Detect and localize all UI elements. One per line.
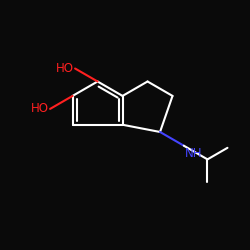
Text: HO: HO	[31, 102, 49, 116]
Text: HO: HO	[56, 62, 74, 75]
Text: NH: NH	[185, 147, 202, 160]
